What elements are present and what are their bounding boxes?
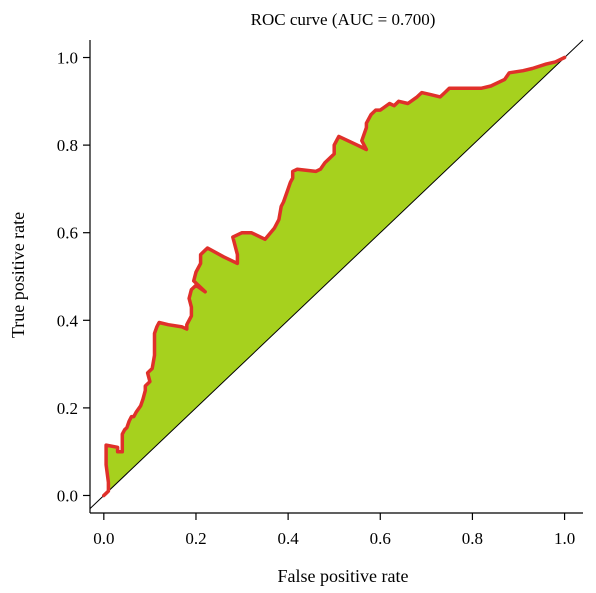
y-tick-label: 0.0 (57, 486, 78, 505)
y-axis-title: True positive rate (8, 212, 28, 338)
x-tick-label: 0.8 (462, 529, 483, 548)
x-tick-label: 0.6 (370, 529, 391, 548)
x-axis-title: False positive rate (278, 566, 409, 586)
y-tick-label: 0.8 (57, 136, 78, 155)
x-tick-label: 0.4 (277, 529, 299, 548)
y-tick-label: 1.0 (57, 49, 78, 68)
y-tick-label: 0.4 (57, 311, 79, 330)
chart-title: ROC curve (AUC = 0.700) (251, 10, 436, 29)
y-axis-ticks: 0.0 0.2 0.4 0.6 0.8 1.0 (57, 49, 90, 505)
roc-curve-line (102, 55, 567, 498)
diagonal-line (89, 39, 584, 509)
x-axis-ticks: 0.0 0.2 0.4 0.6 0.8 1.0 (93, 513, 575, 548)
x-tick-label: 0.0 (93, 529, 114, 548)
y-tick-label: 0.2 (57, 399, 78, 418)
y-tick-label: 0.6 (57, 224, 78, 243)
plot-area (89, 39, 584, 514)
x-tick-label: 1.0 (554, 529, 575, 548)
x-tick-label: 0.2 (185, 529, 206, 548)
